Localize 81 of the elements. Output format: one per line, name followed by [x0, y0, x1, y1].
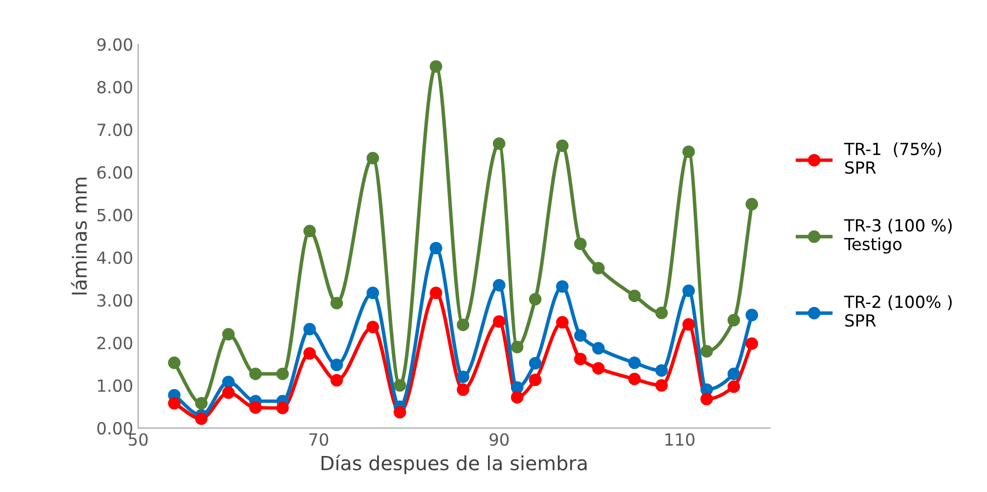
point [574, 238, 587, 250]
x-tick-label: 70 [309, 433, 328, 446]
point [746, 337, 758, 350]
point [510, 391, 524, 404]
point [682, 145, 695, 158]
point [628, 372, 641, 386]
point [303, 224, 316, 238]
point [456, 318, 470, 332]
point [394, 406, 406, 419]
y-tick-label: 8.00 [97, 80, 132, 94]
point [592, 262, 605, 274]
point [700, 345, 713, 358]
point [655, 306, 668, 320]
x-axis-title: Días despues de la siembra [322, 454, 587, 474]
point [728, 368, 740, 380]
point [655, 364, 668, 377]
x-tick-label: 90 [490, 433, 509, 446]
y-tick-label: 0.00 [97, 422, 132, 435]
point [528, 293, 542, 306]
point [528, 374, 542, 386]
y-tick-label: 9.00 [97, 38, 132, 51]
point [366, 152, 380, 164]
point [330, 296, 343, 310]
x-tick-label: 110 [666, 433, 694, 446]
point [303, 347, 316, 360]
y-tick-label: 7.00 [98, 124, 132, 136]
y-axis-title: láminas mm [71, 178, 87, 294]
point [574, 352, 587, 366]
point [276, 402, 289, 414]
point [556, 140, 569, 152]
point [222, 376, 235, 388]
point [249, 368, 262, 380]
point [628, 356, 641, 370]
point [430, 60, 442, 73]
point [492, 315, 506, 328]
y-tick-label: 5.00 [97, 208, 132, 222]
point [592, 362, 605, 375]
point [556, 280, 569, 293]
point [492, 137, 506, 150]
point [728, 380, 740, 393]
legend-label: TR-1 (75%) SPR [844, 142, 942, 174]
point [168, 397, 181, 410]
point [303, 322, 316, 336]
point [195, 412, 208, 425]
point [430, 286, 442, 300]
y-tick-label: 4.00 [97, 251, 132, 264]
point [655, 379, 668, 392]
point [682, 284, 695, 297]
point [276, 368, 289, 380]
point [195, 397, 208, 410]
point [456, 383, 470, 396]
point [430, 242, 442, 254]
point [249, 401, 262, 414]
point [222, 328, 235, 340]
point [628, 290, 641, 302]
point [728, 314, 740, 326]
point [682, 318, 695, 331]
point [456, 370, 470, 384]
point [330, 374, 343, 387]
y-tick-label: 3.00 [97, 294, 132, 307]
point [528, 356, 542, 370]
point [556, 316, 569, 329]
point [394, 379, 406, 392]
point [592, 342, 605, 355]
legend-label: TR-3 (100 %) Testigo [844, 218, 952, 254]
x-tick-label: 50 [128, 433, 148, 446]
point [222, 386, 235, 399]
point [574, 329, 587, 342]
point [366, 286, 380, 300]
point [746, 308, 758, 322]
point [366, 320, 380, 334]
y-tick-label: 1.00 [98, 379, 132, 392]
point [492, 278, 506, 292]
point [700, 392, 713, 406]
y-tick-label: 2.00 [97, 336, 132, 350]
point [168, 356, 181, 370]
legend-label: TR-2 (100% ) SPR [844, 295, 952, 327]
point [330, 358, 343, 372]
point [510, 340, 524, 354]
y-tick-label: 6.00 [97, 166, 132, 179]
point [746, 198, 758, 210]
